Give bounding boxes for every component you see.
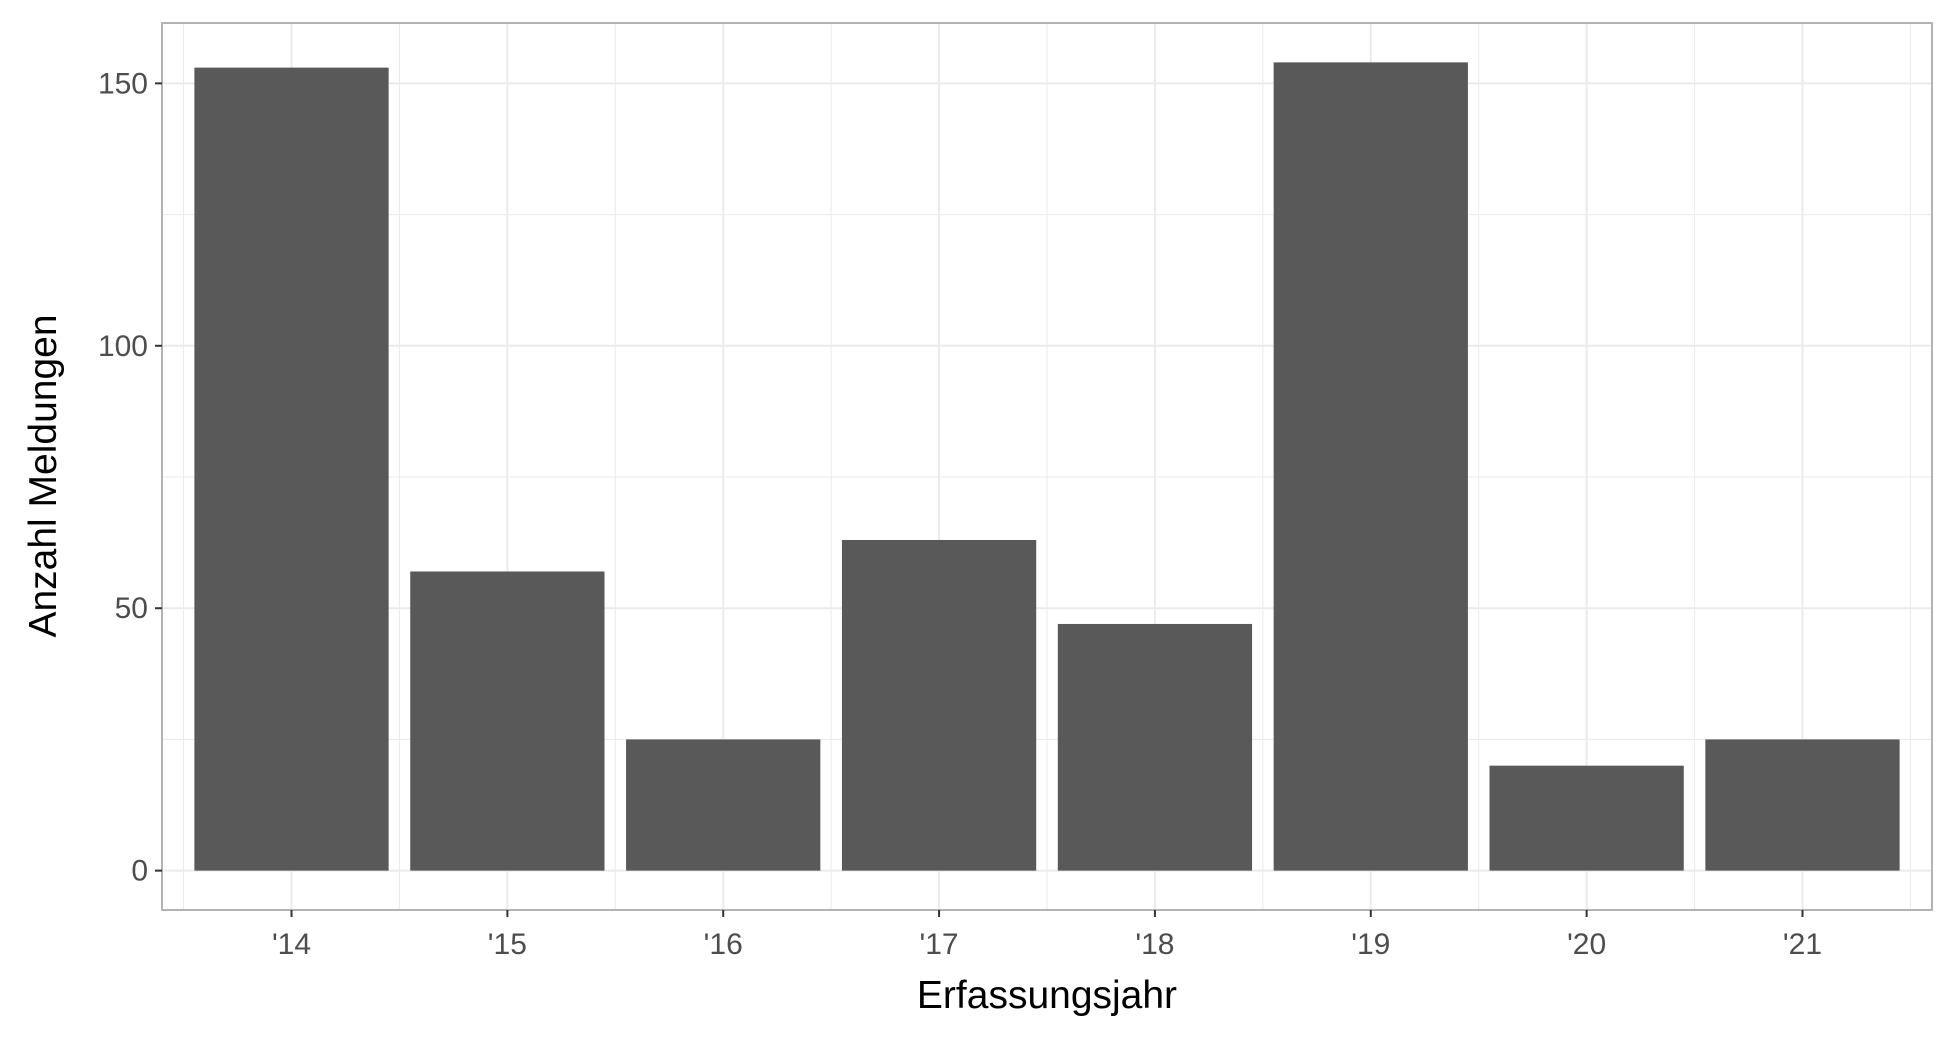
x-tick-label: '19 [1351, 928, 1390, 961]
y-tick-label: 50 [115, 592, 148, 625]
y-tick-label: 150 [98, 67, 148, 100]
bars [194, 62, 1900, 871]
bar [194, 67, 389, 871]
x-axis-ticks: '14 '15 '16 '17 '18 '19 '20 '21 [272, 910, 1822, 961]
x-tick-label: '21 [1783, 928, 1822, 961]
x-tick-label: '16 [704, 928, 743, 961]
bar [410, 571, 605, 871]
x-tick-label: '20 [1567, 928, 1606, 961]
bar [841, 539, 1037, 871]
x-axis-title: Erfassungsjahr [917, 974, 1177, 1017]
bar [1273, 62, 1468, 871]
bar [1705, 739, 1900, 871]
x-tick-label: '15 [488, 928, 527, 961]
bar [626, 739, 821, 871]
bar [1057, 623, 1253, 871]
y-axis-ticks: 0 50 100 150 [98, 67, 162, 888]
y-tick-label: 0 [131, 855, 148, 888]
bar [1489, 765, 1684, 871]
x-tick-label: '14 [272, 928, 311, 961]
y-axis-title: Anzahl Meldungen [22, 314, 65, 637]
x-tick-label: '17 [920, 928, 959, 961]
x-tick-label: '18 [1135, 928, 1174, 961]
y-tick-label: 100 [98, 330, 148, 363]
panel-border [161, 22, 1933, 911]
